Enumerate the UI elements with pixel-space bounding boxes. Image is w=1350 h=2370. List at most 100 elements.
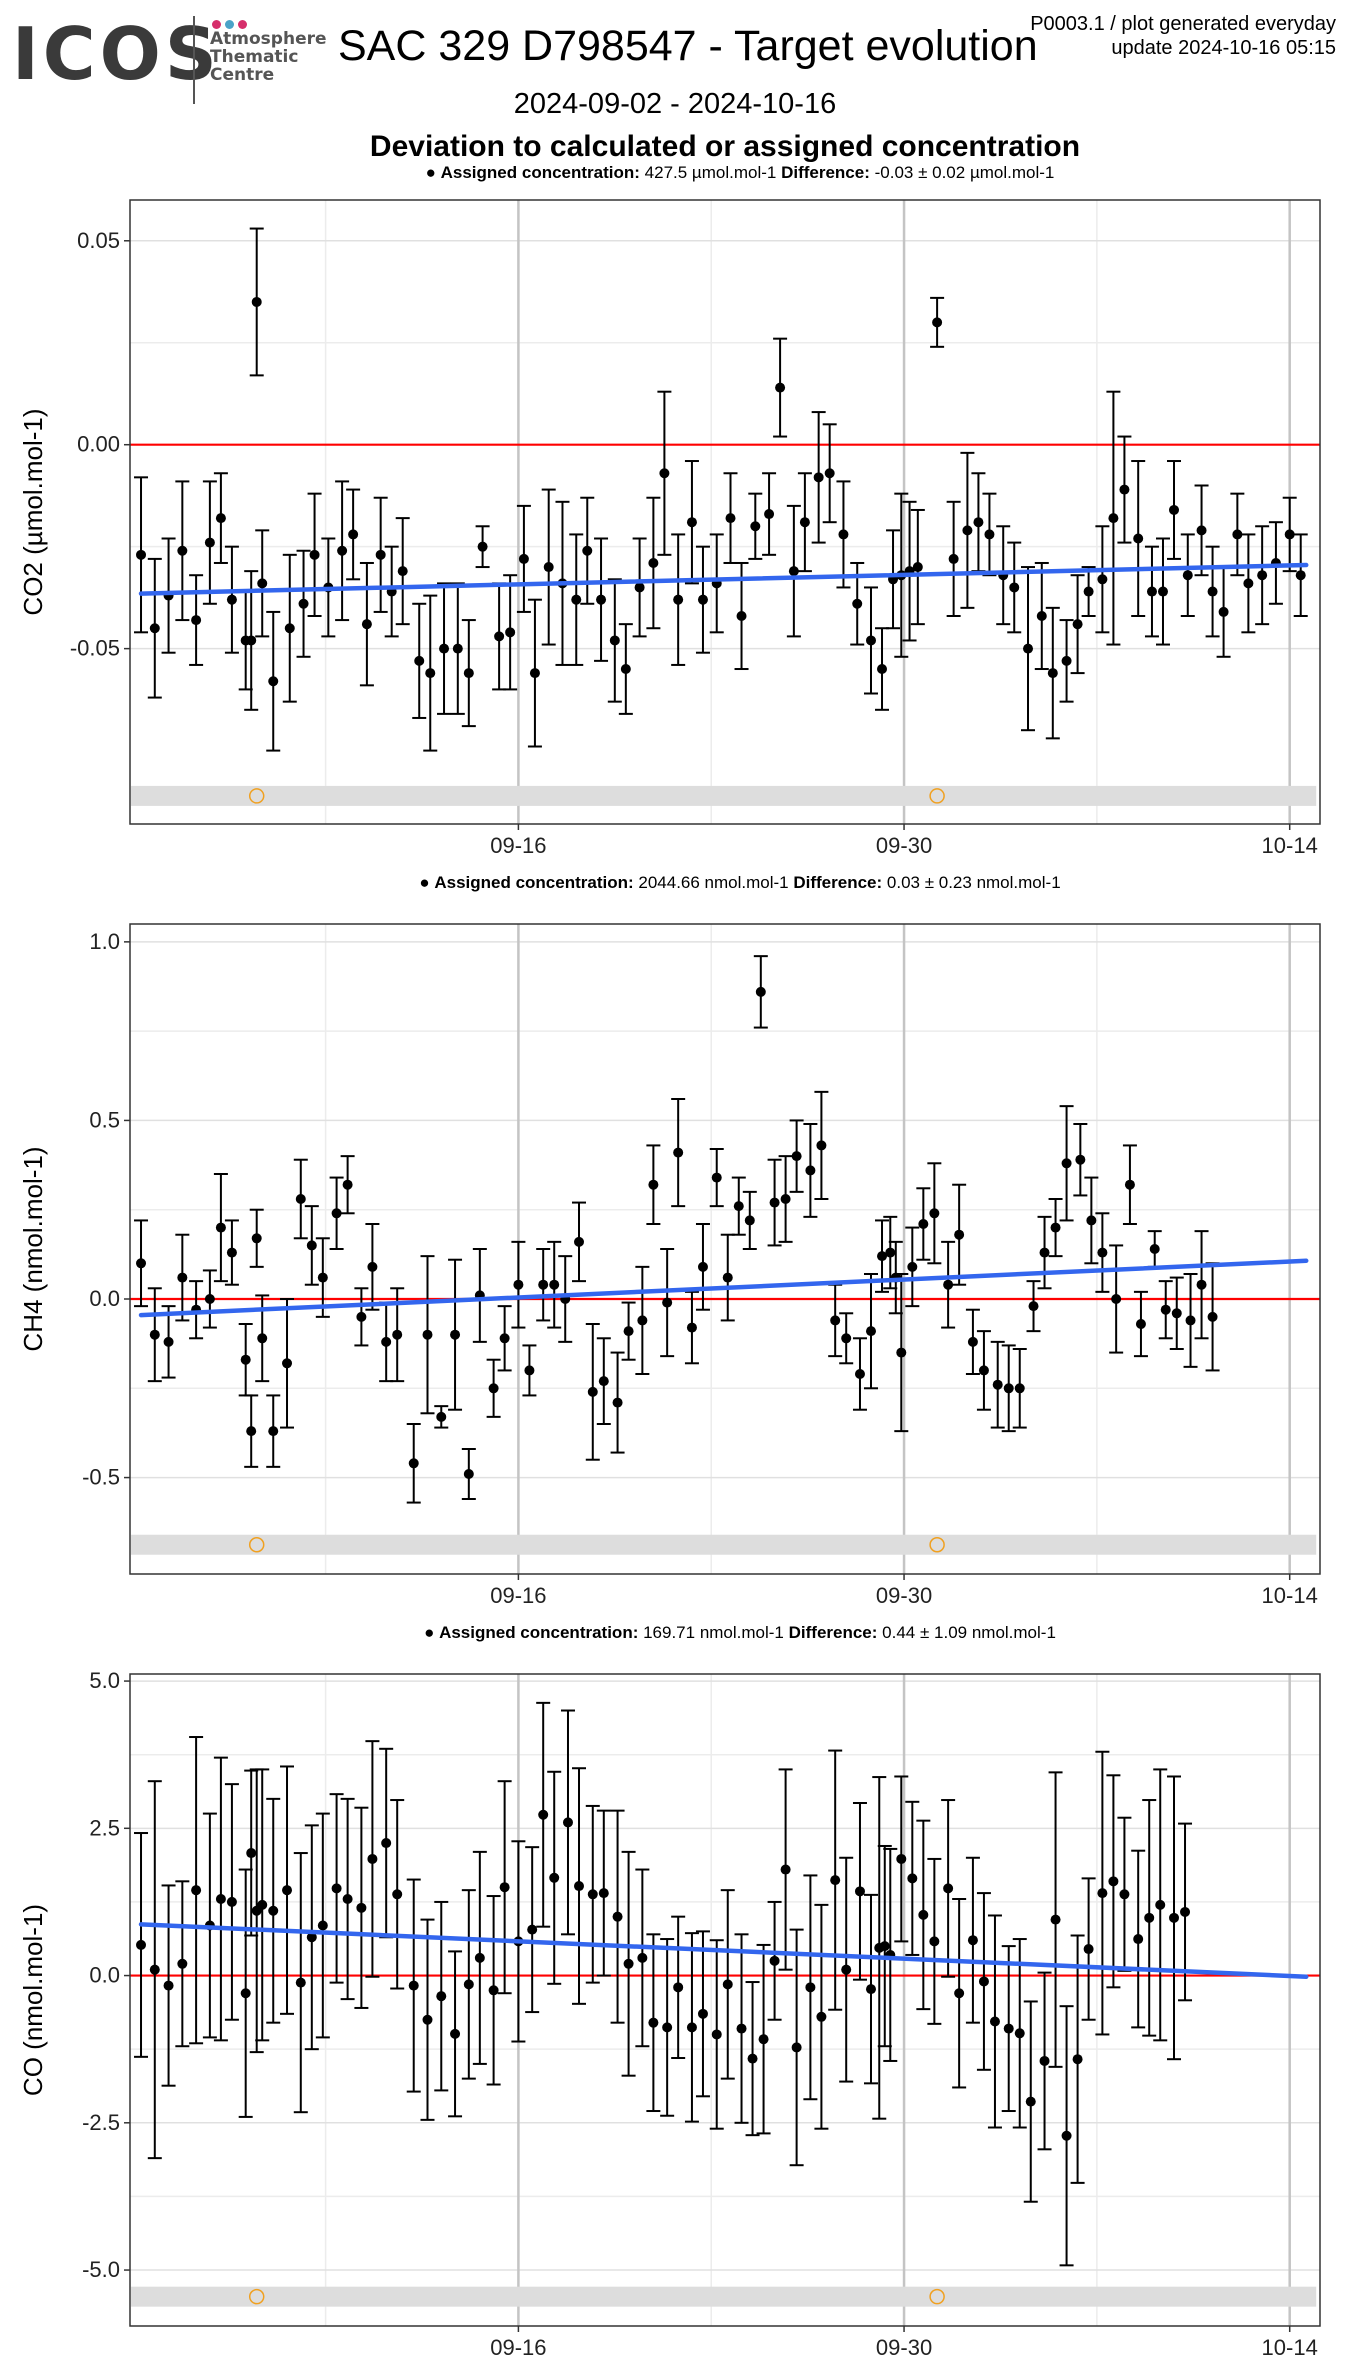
data-point (529, 668, 540, 679)
data-point (477, 541, 488, 552)
data-point (1023, 643, 1034, 654)
data-point (865, 1326, 876, 1337)
x-tick-label: 09-30 (876, 2335, 932, 2360)
data-point (268, 1905, 279, 1916)
data-point (612, 1397, 623, 1408)
data-point (367, 1853, 378, 1864)
data-point (918, 1219, 929, 1229)
data-point (1009, 582, 1020, 593)
data-point (932, 317, 943, 328)
data-point (662, 1297, 673, 1308)
data-point (791, 1151, 802, 1162)
data-point (268, 676, 279, 687)
data-point (284, 623, 295, 634)
assigned-value: 2044.66 nmol.mol-1 (638, 873, 793, 892)
data-point (620, 664, 631, 675)
plot-background (130, 1674, 1320, 2326)
data-point (824, 468, 835, 479)
data-point (1180, 1906, 1191, 1917)
data-point (342, 1179, 353, 1190)
data-point (673, 594, 684, 605)
difference-label: Difference: (793, 873, 887, 892)
y-tick-label: -5.0 (82, 2257, 120, 2282)
data-point (978, 1976, 989, 1987)
data-point (780, 1194, 791, 1204)
data-point (1083, 586, 1094, 597)
data-point (744, 1215, 755, 1226)
data-point (736, 611, 747, 621)
data-point (408, 1980, 419, 1991)
y-tick-label: 0.0 (89, 1963, 120, 1988)
data-point (598, 1888, 609, 1899)
data-point (331, 1883, 342, 1894)
data-point (769, 1197, 780, 1208)
data-point (1207, 1311, 1218, 1322)
data-point (907, 1261, 918, 1272)
data-point (356, 1902, 367, 1913)
data-point (1039, 2055, 1050, 2066)
data-point (673, 1147, 684, 1158)
y-tick-label: 0.5 (89, 1107, 120, 1132)
data-point (436, 1991, 447, 2002)
data-point (697, 594, 708, 605)
data-point (877, 1251, 888, 1262)
data-point (246, 1848, 257, 1859)
data-point (1003, 1383, 1014, 1394)
data-point (954, 1988, 965, 1999)
data-point (648, 557, 659, 568)
data-point (816, 1140, 827, 1151)
data-point (623, 1326, 634, 1337)
data-point (711, 2029, 722, 2040)
data-point (282, 1885, 293, 1896)
difference-value: -0.03 ± 0.02 µmol.mol-1 (875, 163, 1055, 182)
data-point (1061, 655, 1072, 666)
data-point (1149, 1244, 1160, 1254)
data-point (662, 2022, 673, 2033)
data-point (830, 1315, 841, 1326)
data-point (425, 668, 436, 679)
x-tick-label: 10-14 (1262, 2335, 1318, 2360)
chart-panel-co2: ● Assigned concentration: 427.5 µmol.mol… (18, 163, 1321, 858)
logo-dot (238, 20, 247, 29)
data-point (907, 1873, 918, 1884)
data-point (226, 594, 237, 605)
plot-border (129, 1673, 1321, 2327)
data-point (337, 545, 348, 556)
update-timestamp: update 2024-10-16 05:15 (1111, 37, 1336, 59)
y-tick-label: -0.5 (82, 1465, 120, 1490)
data-point (587, 1386, 598, 1397)
data-point (805, 1982, 816, 1993)
data-point (978, 1365, 989, 1376)
data-point (1171, 1308, 1182, 1319)
data-point (251, 1233, 262, 1244)
assigned-value: 427.5 µmol.mol-1 (645, 163, 781, 182)
data-point (450, 2028, 461, 2039)
data-point (1036, 611, 1047, 621)
data-point (1075, 1154, 1086, 1165)
x-tick-label: 10-14 (1262, 833, 1318, 858)
data-point (474, 1952, 485, 1963)
data-point (240, 1988, 251, 1999)
data-point (1146, 586, 1157, 597)
data-point (648, 1179, 659, 1190)
data-point (1160, 1304, 1171, 1315)
trend-line (138, 1922, 1309, 1979)
data-point (1083, 1944, 1094, 1955)
legend: ● Assigned concentration: 427.5 µmol.mol… (426, 163, 1055, 182)
difference-value: 0.03 ± 0.23 nmol.mol-1 (887, 873, 1061, 892)
data-point (582, 545, 593, 556)
data-point (163, 1336, 174, 1347)
generation-info: P0003.1 / plot generated everyday update… (1030, 12, 1336, 60)
data-point (587, 1889, 598, 1900)
logo-subtitle-line: Atmosphere (210, 29, 327, 49)
assigned-label: Assigned concentration: (439, 1623, 643, 1642)
data-point (634, 582, 645, 593)
plot-background (130, 200, 1320, 824)
data-point (251, 296, 262, 307)
y-axis-label: CO2 (µmol.mol-1) (18, 408, 48, 615)
logo-dot (212, 20, 221, 29)
data-point (697, 1261, 708, 1272)
data-point (538, 1279, 549, 1290)
data-point (1119, 484, 1130, 495)
data-point (136, 549, 147, 560)
